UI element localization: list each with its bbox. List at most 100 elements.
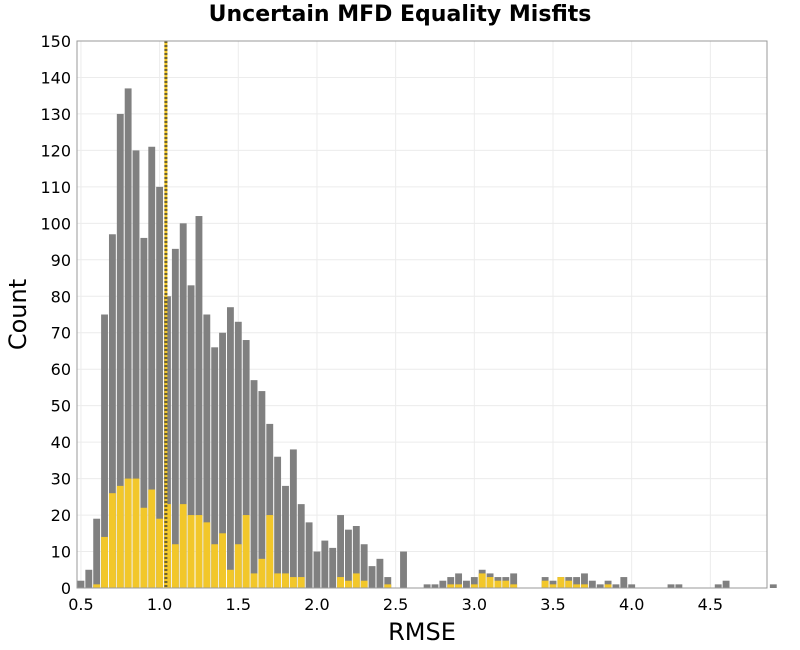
total-bar-20 bbox=[234, 321, 242, 588]
subset-bar-18 bbox=[219, 533, 226, 588]
total-bar-50 bbox=[470, 577, 478, 588]
subset-bar-10 bbox=[156, 518, 164, 588]
total-bar-23 bbox=[258, 391, 266, 588]
total-bar-6 bbox=[124, 88, 132, 588]
total-bar-75 bbox=[667, 584, 675, 588]
subset-bar-28 bbox=[297, 577, 305, 588]
total-bar-36 bbox=[360, 544, 368, 588]
subset-bar-36 bbox=[360, 580, 368, 588]
total-bar-24 bbox=[266, 423, 274, 588]
total-bar-28 bbox=[297, 504, 305, 588]
total-bar-14 bbox=[187, 285, 195, 588]
subset-bar-53 bbox=[494, 580, 502, 588]
total-bar-30 bbox=[313, 551, 321, 588]
subset-bar-6 bbox=[124, 478, 132, 588]
subset-bar-50 bbox=[470, 584, 478, 588]
y-tick-label: 130 bbox=[40, 105, 71, 124]
subset-bar-21 bbox=[242, 515, 250, 588]
x-tick-label: 3.5 bbox=[540, 595, 565, 614]
x-tick-labels: 0.5 1.0 1.5 2.0 2.5 3.0 3.5 4.0 4.5 bbox=[68, 595, 723, 614]
subset-bar-48 bbox=[455, 584, 463, 588]
total-bar-82 bbox=[722, 580, 730, 588]
total-bar-4 bbox=[108, 234, 116, 589]
subset-bar-47 bbox=[447, 584, 455, 588]
total-bar-3 bbox=[101, 314, 108, 588]
total-bar-45 bbox=[431, 584, 439, 588]
subset-bar-35 bbox=[352, 573, 360, 588]
plot-frame bbox=[76, 40, 768, 589]
total-bar-66 bbox=[596, 584, 604, 588]
subset-bar-5 bbox=[116, 485, 124, 588]
subset-bar-24 bbox=[266, 515, 274, 588]
subset-bar-9 bbox=[148, 489, 156, 588]
subset-bar-2 bbox=[93, 584, 101, 588]
x-tick-label: 4.5 bbox=[698, 595, 723, 614]
total-bar-2 bbox=[93, 518, 101, 588]
y-tick-label: 0 bbox=[61, 579, 71, 598]
subset-bar-64 bbox=[581, 584, 588, 588]
total-bar-33 bbox=[337, 515, 345, 588]
total-bar-25 bbox=[274, 456, 282, 588]
subset-bar-34 bbox=[345, 580, 352, 588]
y-tick-label: 150 bbox=[40, 32, 71, 51]
subset-bar-62 bbox=[565, 580, 573, 588]
total-bar-48 bbox=[455, 573, 463, 588]
x-tick-label: 4.0 bbox=[619, 595, 644, 614]
total-bar-41 bbox=[400, 551, 407, 588]
total-bar-49 bbox=[463, 580, 470, 588]
total-bar-19 bbox=[226, 307, 234, 588]
total-bar-63 bbox=[573, 577, 581, 588]
total-bar-64 bbox=[581, 573, 588, 588]
x-tick-label: 2.0 bbox=[304, 595, 329, 614]
total-bar-37 bbox=[368, 566, 376, 588]
total-bar-1 bbox=[85, 569, 93, 588]
x-axis-label: RMSE bbox=[388, 618, 456, 646]
y-tick-label: 80 bbox=[51, 287, 71, 306]
subset-bar-4 bbox=[108, 493, 116, 588]
total-bar-31 bbox=[321, 540, 329, 588]
subset-bar-26 bbox=[282, 573, 289, 588]
subset-bar-23 bbox=[258, 558, 266, 588]
subset-bar-27 bbox=[289, 577, 297, 588]
subset-bar-25 bbox=[274, 573, 282, 588]
subset-bar-60 bbox=[549, 584, 557, 588]
total-bar-69 bbox=[620, 577, 628, 588]
subset-bar-14 bbox=[187, 515, 195, 588]
subset-bar-11 bbox=[164, 504, 171, 588]
subset-bar-12 bbox=[171, 544, 179, 588]
y-tick-label: 60 bbox=[51, 360, 71, 379]
total-bar-81 bbox=[714, 584, 722, 588]
y-tick-label: 40 bbox=[51, 433, 71, 452]
total-bar-70 bbox=[628, 584, 636, 588]
total-bar-88 bbox=[769, 584, 777, 588]
total-bar-68 bbox=[612, 584, 620, 588]
total-bars bbox=[77, 88, 777, 589]
subset-bar-52 bbox=[486, 577, 494, 588]
y-tick-label: 20 bbox=[51, 506, 71, 525]
subset-bar-17 bbox=[211, 544, 219, 588]
x-tick-label: 2.5 bbox=[383, 595, 408, 614]
subset-bar-13 bbox=[179, 504, 187, 588]
subset-bar-8 bbox=[140, 507, 148, 588]
subset-bar-7 bbox=[132, 478, 140, 588]
subset-bar-67 bbox=[604, 584, 612, 588]
total-bar-15 bbox=[195, 216, 203, 589]
total-bar-29 bbox=[305, 522, 313, 588]
total-bar-17 bbox=[211, 347, 219, 588]
subset-bar-55 bbox=[510, 584, 518, 588]
total-bar-22 bbox=[250, 380, 258, 588]
subset-bar-20 bbox=[234, 544, 242, 588]
total-bar-65 bbox=[588, 580, 596, 588]
y-tick-label: 70 bbox=[51, 324, 71, 343]
total-bar-16 bbox=[203, 314, 211, 588]
subset-bar-39 bbox=[384, 584, 392, 588]
total-bar-27 bbox=[289, 449, 297, 588]
subset-bar-15 bbox=[195, 515, 203, 588]
x-tick-label: 1.5 bbox=[226, 595, 251, 614]
total-bar-7 bbox=[132, 150, 140, 588]
total-bar-8 bbox=[140, 237, 148, 589]
y-tick-label: 110 bbox=[40, 178, 71, 197]
total-bar-5 bbox=[116, 113, 124, 588]
y-tick-labels: 0 10 20 30 40 50 60 70 80 90 100 110 120 130 140 150 bbox=[40, 32, 71, 598]
y-tick-label: 50 bbox=[51, 397, 71, 416]
